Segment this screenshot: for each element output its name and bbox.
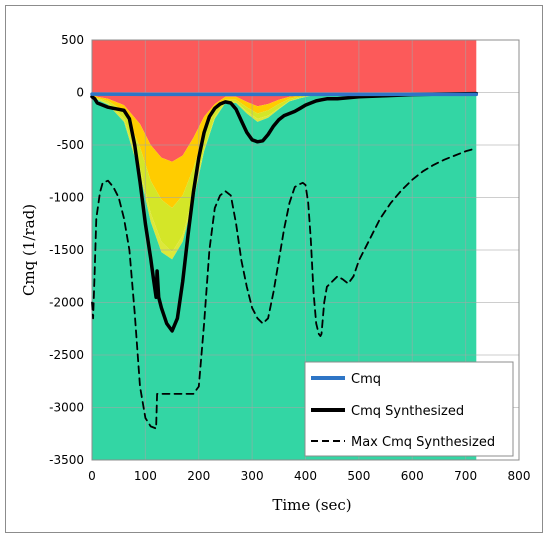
series-line-cmq-synthesized (90, 91, 479, 333)
plot-area-border (91, 39, 520, 461)
band-red (92, 40, 477, 162)
band-yellow (92, 92, 477, 253)
x-tick-label: 200 (187, 469, 210, 483)
x-tick-label: 0 (88, 469, 96, 483)
x-tick-label: 600 (401, 469, 424, 483)
y-tick-label: -2500 (49, 348, 84, 362)
legend-label-max-cmq-synthesized: Max Cmq Synthesized (351, 435, 495, 450)
series-lines (90, 91, 479, 430)
band-lime (92, 92, 477, 260)
x-tick-label: 400 (294, 469, 317, 483)
y-tick-label: -1000 (49, 191, 84, 205)
x-tick-label: 700 (454, 469, 477, 483)
legend-label-cmq: Cmq (351, 372, 381, 387)
series-line-max-cmq-synthesized (91, 147, 478, 430)
tick-labels: 0 100 200 300 400 500 600 700 800 500 0 -500 -1000 -1… (49, 33, 530, 483)
y-tick-label: -500 (57, 138, 84, 152)
y-tick-label: 0 (76, 86, 84, 100)
legend: Cmq Cmq Synthesized Max Cmq Synthesized (304, 361, 514, 457)
x-tick-label: 500 (347, 469, 370, 483)
y-tick-label: -3000 (49, 401, 84, 415)
x-axis-title: Time (sec) (272, 496, 351, 514)
y-tick-label: -2000 (49, 296, 84, 310)
x-tick-label: 300 (241, 469, 264, 483)
band-orange (92, 92, 477, 208)
y-tick-label: -1500 (49, 243, 84, 257)
y-tick-label: -3500 (49, 453, 84, 467)
legend-label-cmq-synthesized: Cmq Synthesized (351, 404, 464, 419)
x-tick-label: 800 (508, 469, 531, 483)
x-tick-label: 100 (134, 469, 157, 483)
y-axis-title: Cmq (1/rad) (20, 204, 38, 296)
y-tick-label: 500 (61, 33, 84, 47)
